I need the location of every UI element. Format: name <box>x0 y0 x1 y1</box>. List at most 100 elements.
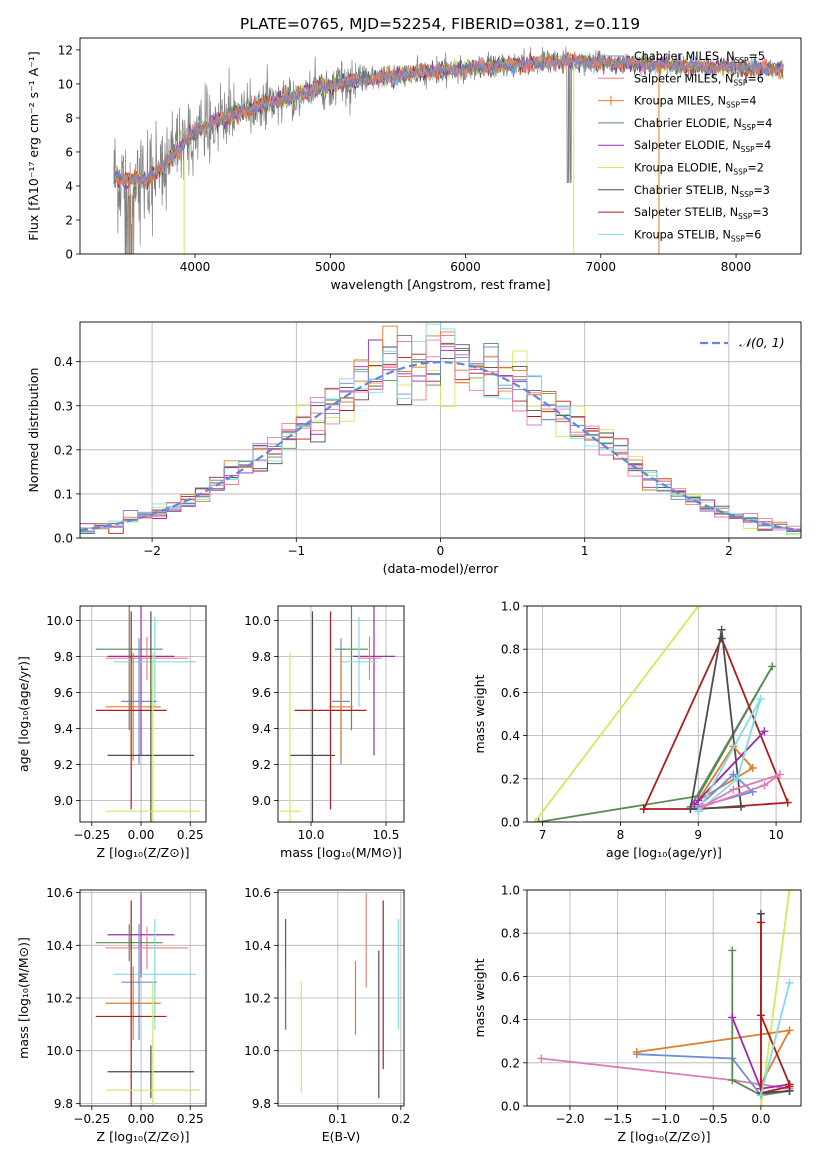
x-tick-label: 8000 <box>721 260 752 274</box>
x-axis-label: E(B-V) <box>322 1129 361 1144</box>
legend-label: Kroupa ELODIE, NSSP=2 <box>634 162 764 177</box>
legend-label: Salpeter STELIB, NSSP=3 <box>634 206 769 221</box>
weight-marker <box>785 890 794 894</box>
legend-label-text: Salpeter ELODIE, N <box>634 139 741 152</box>
y-tick-label: 0.3 <box>54 399 73 413</box>
weight-marker <box>632 1048 641 1056</box>
legend-label-text: Kroupa ELODIE, N <box>634 162 733 175</box>
plot-area <box>284 892 399 1099</box>
spectrum-model-line <box>114 50 784 190</box>
x-tick-label: 0.0 <box>751 1112 770 1126</box>
legend-label-text: Salpeter MILES, N <box>634 72 733 85</box>
spectrum-model-line <box>114 52 784 188</box>
axes-frame <box>526 605 802 823</box>
weight-line <box>538 666 773 822</box>
y-axis-label: Flux [fλ10⁻¹⁷ erg cm⁻² s⁻¹ A⁻¹] <box>26 51 41 240</box>
y-tick-label: 10.6 <box>46 886 73 900</box>
y-tick-label: 10.0 <box>244 1044 271 1058</box>
weight-marker <box>698 802 707 811</box>
x-tick-label: 4000 <box>180 260 211 274</box>
axes-weight-vs-age: 7 8 9 10 0.0 0.2 0.4 0.6 0.8 1.0 age [log₁₀(age/yr… <box>472 600 802 860</box>
x-axis-label: age [log₁₀(age/yr)] <box>606 845 722 860</box>
x-tick-label: 6000 <box>450 260 481 274</box>
legend-label-sub: SSP <box>734 56 749 65</box>
y-tick-label: 9.8 <box>54 650 73 664</box>
weight-marker <box>756 694 765 703</box>
legend-label-text: Kroupa STELIB, N <box>634 228 731 241</box>
axes-residuals: −2 −1 0 1 2 0.0 0.1 0.2 0.3 0.4 (data-model)/error… <box>26 321 802 576</box>
x-tick-label: 0.25 <box>177 1112 204 1126</box>
weight-marker <box>756 1102 765 1106</box>
plot-area <box>537 890 794 1106</box>
x-tick-label: 10 <box>768 828 783 842</box>
plot-area <box>95 606 201 822</box>
y-tick-label: 9.2 <box>252 758 271 772</box>
x-axis-label: Z [log₁₀(Z/Z⊙)] <box>97 1129 190 1144</box>
y-axis-label: Normed distribution <box>26 368 41 493</box>
x-tick-label: 1 <box>581 544 589 558</box>
axes-frame <box>277 889 405 1107</box>
x-tick-label: 0.2 <box>391 1112 410 1126</box>
figure-title: PLATE=0765, MJD=52254, FIBERID=0381, z=0… <box>240 15 640 33</box>
y-tick-label: 0.4 <box>54 355 73 369</box>
legend-label: Salpeter ELODIE, NSSP=4 <box>634 139 771 154</box>
weight-marker <box>729 770 738 779</box>
residuals-legend: 𝒩(0, 1) <box>700 335 785 350</box>
y-tick-label: 8 <box>65 111 73 125</box>
y-tick-label: 0.4 <box>501 1013 520 1027</box>
weight-marker <box>785 1026 794 1035</box>
x-tick-label: 9 <box>694 828 702 842</box>
y-tick-label: 2 <box>65 213 73 227</box>
y-tick-label: 0.6 <box>501 686 520 700</box>
legend-label: Chabrier STELIB, NSSP=3 <box>634 184 770 199</box>
axes-frame <box>79 889 207 1107</box>
weight-line <box>760 1014 791 1085</box>
y-tick-label: 10.4 <box>244 939 271 953</box>
weight-marker <box>728 1013 737 1022</box>
y-tick-label: 9.0 <box>54 794 73 808</box>
axes-frame <box>526 889 802 1107</box>
x-tick-label: 0.00 <box>128 1112 155 1126</box>
plot-area <box>530 606 792 822</box>
legend-label-n: =5 <box>749 50 766 63</box>
weight-marker <box>733 774 742 783</box>
weight-marker <box>694 796 703 805</box>
x-tick-label: 5000 <box>315 260 346 274</box>
x-axis-label: Z [log₁₀(Z/Z⊙)] <box>97 845 190 860</box>
y-tick-label: 9.0 <box>252 794 271 808</box>
axes-frame <box>277 605 405 823</box>
y-tick-label: 0.2 <box>501 1056 520 1070</box>
charts-container: 4000 5000 6000 7000 8000024681012wavelength … <box>16 37 802 1144</box>
x-tick-label: −1 <box>287 544 305 558</box>
weight-marker <box>537 1054 546 1063</box>
y-tick-label: 1.0 <box>501 884 520 898</box>
weight-marker <box>694 606 703 610</box>
y-tick-label: 9.8 <box>252 1097 271 1111</box>
x-tick-label: 0 <box>437 544 445 558</box>
y-tick-label: 10.0 <box>46 1044 73 1058</box>
y-axis-label: mass [log₁₀(M/M⊙)] <box>16 937 31 1059</box>
weight-marker <box>534 818 543 822</box>
legend-label-sub: SSP <box>733 78 748 87</box>
weight-marker <box>737 802 746 811</box>
y-tick-label: 9.4 <box>54 722 73 736</box>
x-tick-label: −2 <box>143 544 161 558</box>
weight-marker <box>639 805 648 814</box>
legend-label: 𝒩(0, 1) <box>739 335 785 350</box>
y-tick-label: 6 <box>65 145 73 159</box>
legend-label-n: =4 <box>740 95 757 108</box>
x-tick-label: −1.5 <box>603 1112 632 1126</box>
x-tick-label: 10.5 <box>373 828 400 842</box>
plot-area <box>80 323 801 536</box>
weight-marker <box>775 770 784 779</box>
y-tick-label: 0.0 <box>54 532 73 546</box>
y-tick-label: 0.8 <box>501 927 520 941</box>
y-tick-label: 10.0 <box>46 614 73 628</box>
y-tick-label: 10.4 <box>46 939 73 953</box>
y-tick-label: 0.2 <box>54 443 73 457</box>
y-tick-label: 0 <box>65 248 73 262</box>
weight-marker <box>728 1076 737 1085</box>
y-tick-label: 0.1 <box>54 487 73 501</box>
